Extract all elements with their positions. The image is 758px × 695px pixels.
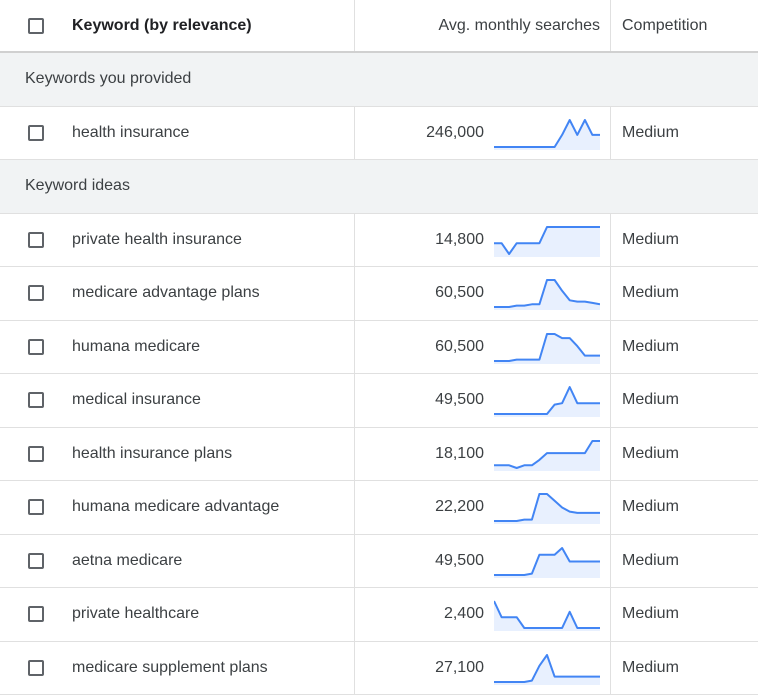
keyword-row[interactable]: private health insurance 14,800 Medium xyxy=(0,214,758,268)
competition-value: Medium xyxy=(611,391,758,409)
row-checkbox[interactable] xyxy=(28,660,44,676)
keyword-row[interactable]: health insurance 246,000 Medium xyxy=(0,107,758,161)
trend-area xyxy=(494,655,600,685)
keyword-row[interactable]: health insurance plans 18,100 Medium xyxy=(0,428,758,482)
competition-value: Medium xyxy=(611,338,758,356)
keyword-text: health insurance xyxy=(72,107,355,160)
avg-searches-cell: 22,200 xyxy=(355,481,611,534)
trend-sparkline xyxy=(494,597,600,631)
keyword-text: aetna medicare xyxy=(72,535,355,588)
avg-searches-value: 60,500 xyxy=(435,338,484,356)
trend-area xyxy=(494,334,600,364)
competition-value: Medium xyxy=(611,445,758,463)
row-checkbox[interactable] xyxy=(28,125,44,141)
avg-searches-value: 14,800 xyxy=(435,231,484,249)
competition-value: Medium xyxy=(611,659,758,677)
keyword-row[interactable]: aetna medicare 49,500 Medium xyxy=(0,535,758,589)
row-check-cell xyxy=(0,446,72,462)
keyword-text: medicare advantage plans xyxy=(72,267,355,320)
row-checkbox[interactable] xyxy=(28,446,44,462)
row-checkbox[interactable] xyxy=(28,553,44,569)
trend-area xyxy=(494,494,600,524)
avg-searches-value: 49,500 xyxy=(435,391,484,409)
row-check-cell xyxy=(0,553,72,569)
keyword-row[interactable]: medical insurance 49,500 Medium xyxy=(0,374,758,428)
trend-sparkline xyxy=(494,544,600,578)
avg-searches-cell: 49,500 xyxy=(355,374,611,427)
row-checkbox[interactable] xyxy=(28,499,44,515)
row-checkbox[interactable] xyxy=(28,392,44,408)
avg-searches-value: 2,400 xyxy=(444,605,484,623)
trend-sparkline xyxy=(494,651,600,685)
table-header: Keyword (by relevance) Avg. monthly sear… xyxy=(0,0,758,53)
row-check-cell xyxy=(0,499,72,515)
trend-sparkline xyxy=(494,223,600,257)
row-checkbox[interactable] xyxy=(28,285,44,301)
group-ideas: Keyword ideas xyxy=(0,160,758,214)
competition-value: Medium xyxy=(611,605,758,623)
row-check-cell xyxy=(0,285,72,301)
trend-sparkline xyxy=(494,437,600,471)
trend-sparkline xyxy=(494,330,600,364)
trend-area xyxy=(494,120,600,150)
header-avg-searches[interactable]: Avg. monthly searches xyxy=(355,0,611,51)
trend-sparkline xyxy=(494,383,600,417)
row-check-cell xyxy=(0,339,72,355)
keyword-row[interactable]: medicare supplement plans 27,100 Medium xyxy=(0,642,758,695)
keyword-row[interactable]: humana medicare 60,500 Medium xyxy=(0,321,758,375)
row-checkbox[interactable] xyxy=(28,606,44,622)
keyword-text: humana medicare advantage xyxy=(72,481,355,534)
row-checkbox[interactable] xyxy=(28,339,44,355)
trend-sparkline xyxy=(494,276,600,310)
competition-value: Medium xyxy=(611,552,758,570)
keyword-row[interactable]: private healthcare 2,400 Medium xyxy=(0,588,758,642)
avg-searches-cell: 60,500 xyxy=(355,321,611,374)
competition-value: Medium xyxy=(611,498,758,516)
competition-value: Medium xyxy=(611,284,758,302)
keyword-row[interactable]: medicare advantage plans 60,500 Medium xyxy=(0,267,758,321)
trend-sparkline xyxy=(494,490,600,524)
header-keyword[interactable]: Keyword (by relevance) xyxy=(72,0,355,51)
competition-value: Medium xyxy=(611,231,758,249)
avg-searches-cell: 2,400 xyxy=(355,588,611,641)
avg-searches-value: 246,000 xyxy=(426,124,484,142)
group-provided: Keywords you provided xyxy=(0,53,758,107)
provided-rows: health insurance 246,000 Medium xyxy=(0,107,758,161)
row-check-cell xyxy=(0,392,72,408)
select-all-checkbox[interactable] xyxy=(28,18,44,34)
header-competition[interactable]: Competition xyxy=(611,17,758,35)
avg-searches-value: 49,500 xyxy=(435,552,484,570)
avg-searches-cell: 14,800 xyxy=(355,214,611,267)
trend-area xyxy=(494,601,600,631)
avg-searches-cell: 246,000 xyxy=(355,107,611,160)
keyword-row[interactable]: humana medicare advantage 22,200 Medium xyxy=(0,481,758,535)
keyword-text: private healthcare xyxy=(72,588,355,641)
avg-searches-cell: 49,500 xyxy=(355,535,611,588)
header-avg-label: Avg. monthly searches xyxy=(438,17,600,35)
row-check-cell xyxy=(0,606,72,622)
avg-searches-value: 18,100 xyxy=(435,445,484,463)
row-checkbox[interactable] xyxy=(28,232,44,248)
avg-searches-cell: 18,100 xyxy=(355,428,611,481)
row-check-cell xyxy=(0,660,72,676)
select-all-cell xyxy=(0,18,72,34)
trend-area xyxy=(494,280,600,310)
avg-searches-value: 60,500 xyxy=(435,284,484,302)
avg-searches-cell: 60,500 xyxy=(355,267,611,320)
keyword-text: medicare supplement plans xyxy=(72,642,355,695)
competition-value: Medium xyxy=(611,124,758,142)
row-check-cell xyxy=(0,232,72,248)
trend-area xyxy=(494,548,600,578)
keyword-text: health insurance plans xyxy=(72,428,355,481)
keyword-text: humana medicare xyxy=(72,321,355,374)
keyword-text: private health insurance xyxy=(72,214,355,267)
avg-searches-value: 22,200 xyxy=(435,498,484,516)
trend-sparkline xyxy=(494,116,600,150)
avg-searches-cell: 27,100 xyxy=(355,642,611,695)
keyword-text: medical insurance xyxy=(72,374,355,427)
row-check-cell xyxy=(0,125,72,141)
avg-searches-value: 27,100 xyxy=(435,659,484,677)
